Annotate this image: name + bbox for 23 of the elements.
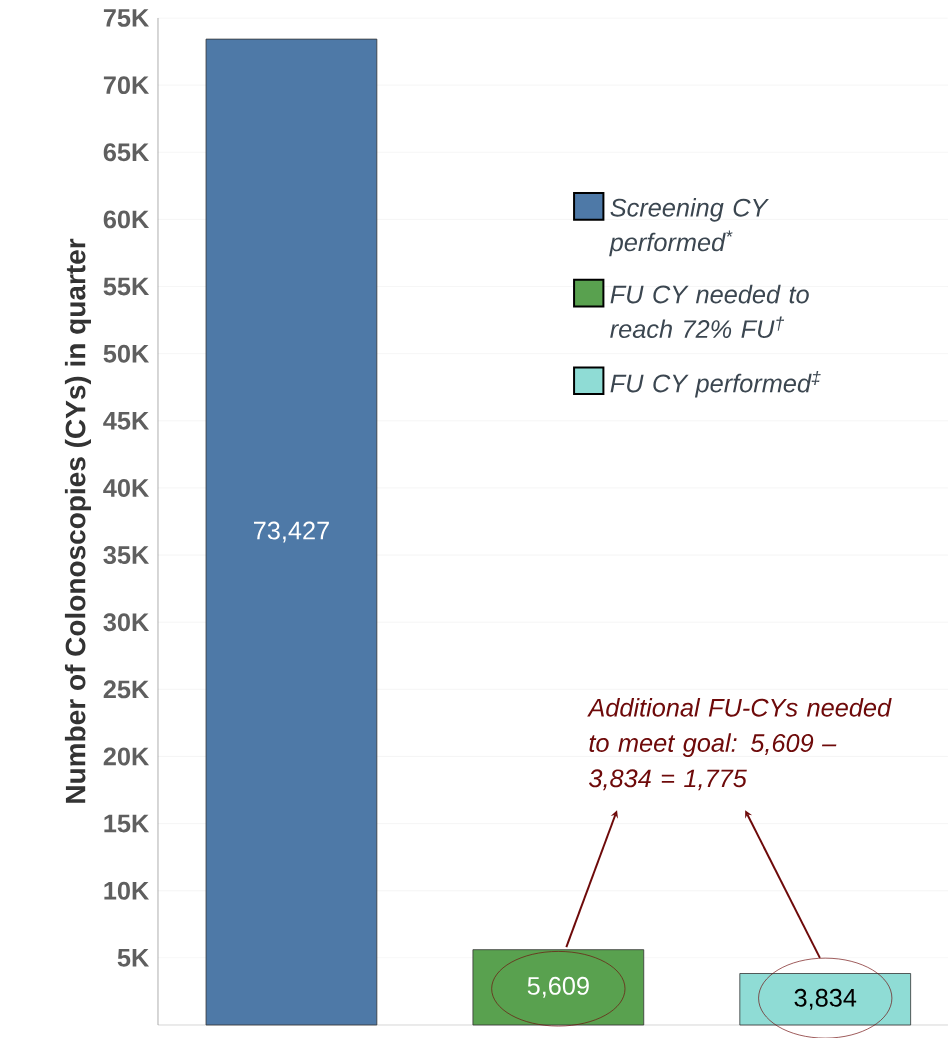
annotation: Additional FU-CYs needed to meet goal: 5,609 – 3,834 = 1,775 xyxy=(587,698,892,791)
y-tick-label: 25K xyxy=(103,680,150,699)
y-tick-label: 15K xyxy=(104,814,150,833)
legend-label: Screening CY performed$^{*}$ xyxy=(609,198,769,257)
y-tick-label: 55K xyxy=(103,277,150,296)
y-tick-label: 30K xyxy=(103,613,150,632)
data-label: 73,427 xyxy=(254,521,329,543)
y-tick-label: 75K xyxy=(103,9,150,27)
data-label: 5,609 xyxy=(527,976,589,998)
legend-label: FU CY needed to reach 72% FU$^{†}$ xyxy=(610,284,809,339)
y-tick-label: 5K xyxy=(117,949,150,967)
y-tick-label: 40K xyxy=(103,478,150,497)
y-tick-label: 20K xyxy=(103,747,150,766)
y-tick-label: 35K xyxy=(103,546,150,565)
y-tick-label: 10K xyxy=(104,881,150,900)
legend-label: FU CY performed$^{‡}$ xyxy=(610,370,821,398)
y-tick-label: 50K xyxy=(103,344,150,363)
y-tick-label: 65K xyxy=(103,143,150,162)
y-tick-label: 60K xyxy=(103,210,150,229)
y-axis-title: Number of Colonoscopies (CYs) in quarter xyxy=(64,238,91,803)
y-tick-label: 45K xyxy=(103,411,150,430)
y-tick-label: 70K xyxy=(103,76,150,95)
data-label: 3,834 xyxy=(794,988,857,1010)
